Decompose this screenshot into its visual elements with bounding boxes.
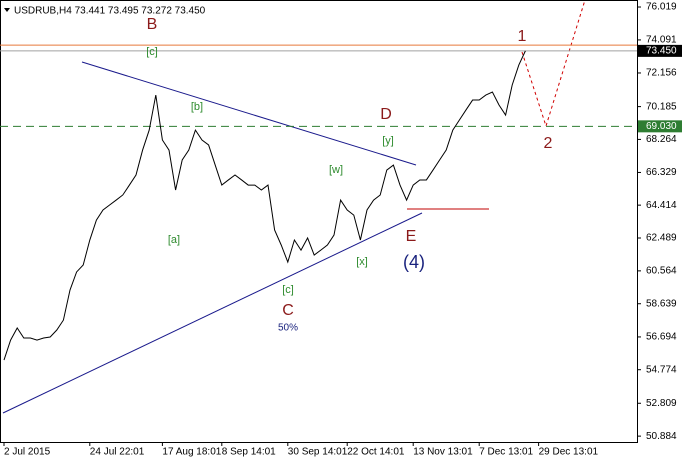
y-tick-label: 62.489 [646,233,677,244]
title-icon [4,8,10,12]
y-tick-label: 66.329 [646,167,677,178]
y-tick-label: 64.414 [646,200,677,211]
x-tick-label: 22 Oct 14:01 [347,447,405,458]
trend-line [2,212,423,414]
y-tick-label: 72.156 [646,68,677,79]
wave-label: 2 [544,135,553,152]
y-tick-label: 54.774 [646,364,677,375]
wave-label: [w] [329,164,343,176]
wave-label: [y] [382,135,394,147]
x-tick-label: 30 Sep 14:01 [288,447,348,458]
x-tick-label: 17 Aug 18:01 [162,447,221,458]
wave-label: [c] [146,46,158,58]
y-tick-label: 76.019 [646,2,677,13]
wave-label: [x] [356,256,368,268]
wave-label: [c] [282,284,294,296]
x-tick-label: 7 Dec 13:01 [479,447,533,458]
wave-label: E [406,228,417,245]
y-tick-label: 52.809 [646,398,677,409]
wave-label: (4) [403,252,425,272]
trend-line [81,61,417,166]
x-tick-label: 2 Jul 2015 [4,447,51,458]
wave-label: B [147,16,158,33]
level-label-bg [638,120,682,133]
y-tick-label: 58.639 [646,298,677,309]
x-tick-label: 13 Nov 13:01 [413,447,473,458]
level-label: 73.450 [646,46,677,57]
forecast-path [521,0,586,128]
price-line [3,50,526,361]
level-label: 69.030 [646,121,677,132]
y-tick-label: 56.694 [646,332,677,343]
wave-label: C [282,302,294,319]
wave-label: [b] [191,101,203,113]
y-tick-label: 68.264 [646,134,677,145]
x-tick-label: 29 Dec 13:01 [539,447,599,458]
y-tick-label: 60.564 [646,266,677,277]
x-tick-label: 24 Jul 22:01 [90,447,145,458]
chart-title: USDRUB,H4 73.441 73.495 73.272 73.450 [14,6,206,17]
plot-frame [0,0,638,443]
wave-label: 1 [518,28,527,45]
y-tick-label: 74.091 [646,35,677,46]
x-tick-label: 8 Sep 14:01 [222,447,276,458]
wave-label: [a] [168,234,180,246]
wave-label: D [380,106,392,123]
level-label-bg [638,44,682,57]
wave-label: 50% [278,323,298,334]
y-tick-label: 50.884 [646,431,677,442]
y-tick-label: 70.185 [646,101,677,112]
